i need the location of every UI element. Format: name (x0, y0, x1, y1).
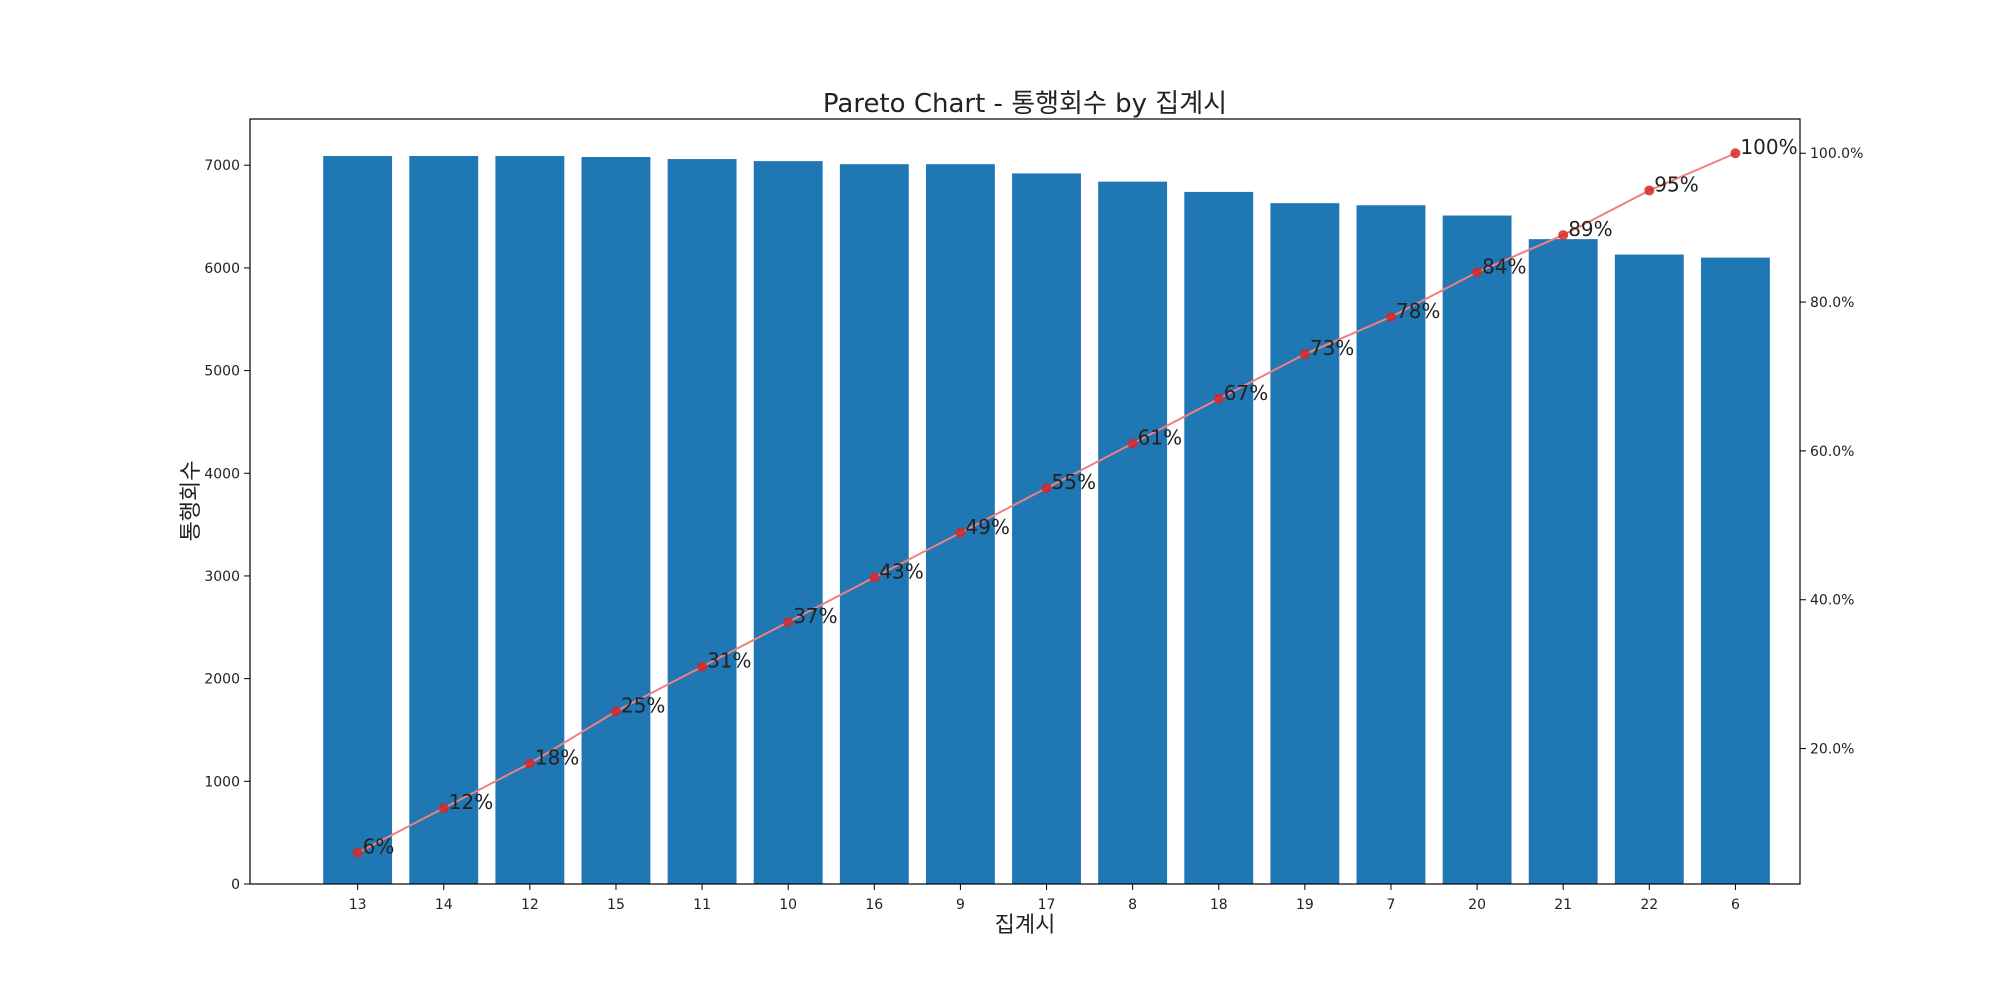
cumulative-point-9 (955, 527, 966, 538)
y-tick-label: 3000 (204, 569, 240, 585)
cumulative-percent-label: 67% (1224, 381, 1268, 405)
y-tick-label: 5000 (204, 364, 240, 380)
y2-tick-label: 80.0% (1810, 295, 1854, 311)
x-tick-label: 10 (779, 897, 797, 913)
bar-6 (1700, 257, 1770, 885)
x-tick-label: 11 (693, 897, 711, 913)
x-tick-label: 13 (349, 897, 367, 913)
cumulative-point-11 (697, 661, 708, 672)
cumulative-point-7 (1385, 311, 1396, 322)
cumulative-point-18 (1213, 393, 1224, 404)
x-tick-label: 9 (956, 897, 965, 913)
cumulative-point-10 (783, 617, 794, 628)
cumulative-percent-label: 89% (1568, 217, 1612, 241)
y-tick-label: 7000 (204, 158, 240, 174)
y-tick-label: 4000 (204, 466, 240, 482)
cumulative-point-6 (1730, 148, 1741, 159)
cumulative-point-8 (1127, 438, 1138, 449)
y-tick-label: 6000 (204, 261, 240, 277)
x-tick-label: 17 (1038, 897, 1056, 913)
bar-9 (925, 164, 995, 884)
cumulative-point-17 (1041, 483, 1052, 494)
y-tick-label: 1000 (204, 774, 240, 790)
axes-layer: 13 14 12 15 11 10 16 9 17 8 18 19 7 20 21 22 6 0 1000 2000 3… (204, 146, 1863, 913)
cumulative-point-20 (1472, 267, 1483, 278)
cumulative-percent-label: 18% (535, 745, 579, 769)
x-tick-label: 18 (1210, 897, 1228, 913)
cumulative-point-14 (438, 803, 449, 814)
cumulative-line-layer: 6% 12% 18% 25% 31% 37% 43% 49% 55% 61% 67% 73% 78% 84… (352, 135, 1798, 859)
bar-18 (1184, 191, 1254, 885)
y2-tick-label: 60.0% (1810, 444, 1854, 460)
cumulative-percent-label: 84% (1482, 254, 1526, 278)
cumulative-percent-label: 78% (1396, 299, 1440, 323)
cumulative-percent-label: 95% (1654, 172, 1698, 196)
cumulative-percent-label: 25% (621, 693, 665, 717)
x-tick-label: 15 (607, 897, 625, 913)
cumulative-point-13 (352, 847, 363, 858)
x-tick-label: 19 (1296, 897, 1314, 913)
cumulative-percent-label: 55% (1052, 470, 1096, 494)
y2-tick-label: 100.0% (1810, 146, 1863, 162)
bar-20 (1442, 215, 1512, 884)
y-tick-label: 2000 (204, 672, 240, 688)
bar-21 (1528, 239, 1598, 885)
bar-17 (1012, 173, 1081, 884)
bar-15 (581, 156, 651, 884)
x-tick-label: 7 (1387, 897, 1396, 913)
cumulative-point-21 (1558, 230, 1569, 241)
cumulative-percent-label: 43% (879, 559, 923, 583)
cumulative-point-15 (610, 706, 621, 717)
cumulative-percent-label: 49% (965, 515, 1009, 539)
bar-19 (1270, 203, 1340, 884)
bar-11 (667, 159, 737, 884)
y2-tick-label: 40.0% (1810, 593, 1854, 609)
cumulative-percent-label: 61% (1138, 425, 1182, 449)
x-axis-label: 집계시 (995, 913, 1056, 938)
bars-layer (323, 155, 1770, 885)
bar-12 (495, 155, 565, 885)
bar-14 (409, 155, 479, 885)
cumulative-point-22 (1644, 185, 1655, 196)
bar-8 (1098, 181, 1168, 885)
cumulative-point-12 (524, 758, 535, 769)
bar-13 (323, 155, 393, 885)
bar-10 (753, 161, 823, 884)
y-tick-label: 0 (231, 877, 240, 893)
bar-22 (1614, 254, 1684, 884)
cumulative-percent-label: 100% (1740, 135, 1797, 159)
x-tick-label: 12 (521, 897, 539, 913)
x-tick-label: 20 (1468, 897, 1486, 913)
cumulative-percent-label: 31% (707, 649, 751, 673)
x-tick-label: 14 (435, 897, 453, 913)
cumulative-point-19 (1299, 349, 1310, 360)
bar-16 (839, 164, 909, 884)
x-tick-label: 21 (1554, 897, 1572, 913)
y2-tick-label: 20.0% (1810, 742, 1854, 758)
cumulative-percent-label: 73% (1310, 336, 1354, 360)
x-tick-label: 6 (1731, 897, 1740, 913)
cumulative-percent-label: 37% (793, 604, 837, 628)
x-tick-label: 16 (865, 897, 883, 913)
x-tick-label: 8 (1128, 897, 1137, 913)
cumulative-percent-label: 6% (363, 835, 395, 859)
cumulative-point-16 (869, 572, 880, 583)
chart-title: Pareto Chart - 통행회수 by 집계시 (823, 89, 1227, 119)
x-tick-label: 22 (1640, 897, 1658, 913)
plot-frame (249, 118, 1801, 885)
cumulative-percent-label: 12% (449, 790, 493, 814)
y-axis-label: 통행회수 (179, 461, 204, 542)
